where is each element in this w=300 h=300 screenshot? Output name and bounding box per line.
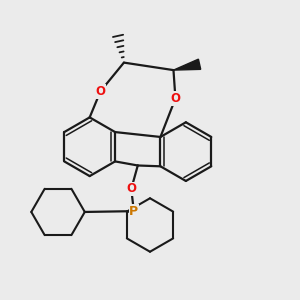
- Polygon shape: [173, 59, 201, 70]
- Text: O: O: [95, 85, 105, 98]
- Text: O: O: [126, 182, 136, 196]
- Text: P: P: [129, 205, 138, 218]
- Text: O: O: [170, 92, 180, 105]
